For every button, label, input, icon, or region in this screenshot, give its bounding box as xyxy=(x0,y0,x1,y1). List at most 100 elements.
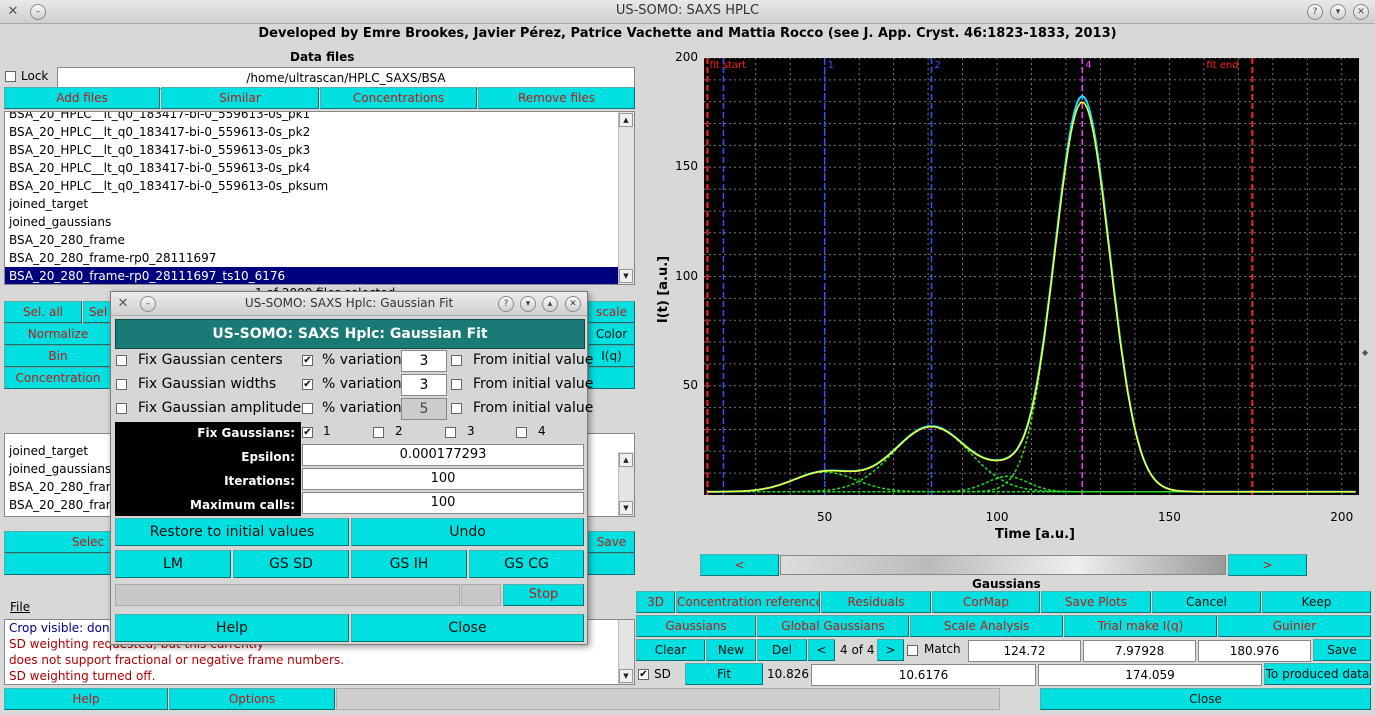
concentration-reference-button[interactable]: Concentration reference xyxy=(676,591,820,613)
next-gaussian-button[interactable]: > xyxy=(1228,554,1307,576)
scroll-up-icon[interactable]: ▲ xyxy=(619,113,633,127)
dialog-help-button[interactable]: Help xyxy=(115,614,349,642)
list-item[interactable]: BSA_20_HPLC__lt_q0_183417-bi-0_559613-0s… xyxy=(9,125,311,139)
add-files-button[interactable]: Add files xyxy=(4,87,160,109)
prev-page-button[interactable]: < xyxy=(808,639,835,661)
select-all-button[interactable]: Sel. all xyxy=(4,301,82,323)
list-item[interactable]: BSA_20_HPLC__lt_q0_183417-bi-0_559613-0s… xyxy=(9,111,311,121)
fit-button[interactable]: Fit xyxy=(685,663,763,685)
iq-button[interactable]: I(q) xyxy=(588,345,635,367)
options-button[interactable]: Options xyxy=(169,688,335,710)
gs-ih-button[interactable]: GS IH xyxy=(351,550,467,578)
next-page-button[interactable]: > xyxy=(877,639,904,661)
concentrations-button[interactable]: Concentrations xyxy=(320,87,477,109)
del-button[interactable]: Del xyxy=(757,639,807,661)
help-button[interactable]: Help xyxy=(4,688,168,710)
list-item[interactable]: BSA_20_280_frame xyxy=(9,233,125,247)
created-files-scrollbar[interactable]: ▲ ▼ xyxy=(618,452,634,516)
gaussians-button[interactable]: Gaussians xyxy=(636,615,756,637)
list-item[interactable]: BSA_20_280_fram xyxy=(9,480,118,494)
sd-checkbox[interactable]: ✔ xyxy=(638,669,649,680)
directory-path-field[interactable]: /home/ultrascan/HPLC_SAXS/BSA xyxy=(57,67,635,89)
widths-from-initial-checkbox[interactable] xyxy=(451,379,462,390)
scroll-down-icon[interactable]: ▼ xyxy=(619,501,633,515)
close-icon[interactable]: ✕ xyxy=(565,296,581,312)
iterations-input[interactable]: 100 xyxy=(302,468,584,490)
fix-amplitudes-checkbox[interactable] xyxy=(116,403,127,414)
save-plots-button[interactable]: Save Plots xyxy=(1041,591,1151,613)
clear-button[interactable]: Clear xyxy=(636,639,705,661)
cancel-button[interactable]: Cancel xyxy=(1152,591,1261,613)
save-gaussians-button[interactable]: Save xyxy=(1313,639,1371,661)
range-start-field[interactable]: 10.6176 xyxy=(811,664,1036,686)
to-produced-data-button[interactable]: To produced data xyxy=(1264,663,1371,685)
help-icon[interactable]: ? xyxy=(498,296,514,312)
gs-sd-button[interactable]: GS SD xyxy=(233,550,349,578)
fix-centers-checkbox[interactable] xyxy=(116,355,127,366)
close-icon[interactable]: ✕ xyxy=(1353,4,1369,20)
created-action-button[interactable] xyxy=(4,553,112,575)
widths-variation-input[interactable]: 3 xyxy=(401,374,447,396)
new-button[interactable]: New xyxy=(706,639,756,661)
centers-variation-checkbox[interactable]: ✔ xyxy=(302,355,313,366)
trial-make-iq-button[interactable]: Trial make I(q) xyxy=(1064,615,1217,637)
data-files-scrollbar[interactable]: ▲ ▼ xyxy=(618,112,634,284)
scroll-up-icon[interactable]: ▲ xyxy=(619,453,633,467)
list-item[interactable]: joined_target xyxy=(9,197,89,211)
guinier-button[interactable]: Guinier xyxy=(1218,615,1371,637)
save-created-button[interactable]: Save xyxy=(588,531,635,553)
window-menu-button[interactable]: – xyxy=(140,296,156,312)
select-partial-button[interactable]: Sel xyxy=(83,301,113,323)
list-item[interactable]: BSA_20_HPLC__lt_q0_183417-bi-0_559613-0s… xyxy=(9,143,311,157)
stop-button[interactable]: Stop xyxy=(503,584,584,606)
list-item[interactable]: joined_gaussians xyxy=(9,215,112,229)
centers-from-initial-checkbox[interactable] xyxy=(451,355,462,366)
scale-analysis-button[interactable]: Scale Analysis xyxy=(910,615,1063,637)
undo-button[interactable]: Undo xyxy=(351,518,584,546)
file-menu[interactable]: File xyxy=(10,600,31,614)
close-main-button[interactable]: Close xyxy=(1040,688,1371,710)
scroll-down-icon[interactable]: ▼ xyxy=(619,669,633,683)
fix-gaussian-1-checkbox[interactable]: ✔ xyxy=(302,427,313,438)
list-item[interactable]: joined_target xyxy=(9,444,89,458)
select-created-button[interactable]: Selec xyxy=(4,531,112,553)
maximize-icon[interactable]: ▴ xyxy=(542,296,558,312)
list-item[interactable]: BSA_20_280_frame-rp0_28111697 xyxy=(9,251,217,265)
center-field[interactable]: 124.72 xyxy=(968,640,1081,662)
window-menu-button[interactable]: – xyxy=(30,4,46,20)
width-field[interactable]: 7.97928 xyxy=(1083,640,1196,662)
data-files-list[interactable]: BSA_20_HPLC__lt_q0_183417-bi-0_559613-0s… xyxy=(4,111,635,285)
remove-files-button[interactable]: Remove files xyxy=(478,87,635,109)
match-checkbox[interactable] xyxy=(907,645,918,656)
restore-initial-values-button[interactable]: Restore to initial values xyxy=(115,518,349,546)
amplitudes-variation-checkbox[interactable] xyxy=(302,403,313,414)
help-icon[interactable]: ? xyxy=(1307,4,1323,20)
global-gaussians-button[interactable]: Global Gaussians xyxy=(757,615,909,637)
fix-gaussian-2-checkbox[interactable] xyxy=(373,427,384,438)
list-item[interactable]: BSA_20_HPLC__lt_q0_183417-bi-0_559613-0s… xyxy=(9,161,311,175)
normalize-button[interactable]: Normalize xyxy=(4,323,112,345)
amplitudes-from-initial-checkbox[interactable] xyxy=(451,403,462,414)
amplitudes-variation-input[interactable]: 5 xyxy=(401,398,447,420)
color-button[interactable]: Color xyxy=(588,323,635,345)
fix-gaussian-4-checkbox[interactable] xyxy=(516,427,527,438)
gaussian-slider[interactable] xyxy=(780,555,1226,575)
lm-button[interactable]: LM xyxy=(115,550,231,578)
dialog-close-button[interactable]: Close xyxy=(351,614,584,642)
list-item[interactable]: joined_gaussians xyxy=(9,462,112,476)
list-item[interactable]: BSA_20_HPLC__lt_q0_183417-bi-0_559613-0s… xyxy=(9,179,329,193)
minimize-icon[interactable]: ▾ xyxy=(520,296,536,312)
residuals-button[interactable]: Residuals xyxy=(821,591,931,613)
max-calls-input[interactable]: 100 xyxy=(302,492,584,514)
cormap-button[interactable]: CorMap xyxy=(932,591,1040,613)
range-end-field[interactable]: 174.059 xyxy=(1038,664,1262,686)
created-action-button-2[interactable] xyxy=(588,553,635,575)
plot-canvas[interactable]: fit start fit end 1 2 4 xyxy=(704,58,1359,495)
list-item[interactable]: BSA_20_280_fram xyxy=(9,498,118,512)
bin-button[interactable]: Bin xyxy=(4,345,112,367)
3d-button[interactable]: 3D xyxy=(636,591,675,613)
widths-variation-checkbox[interactable]: ✔ xyxy=(302,379,313,390)
scroll-down-icon[interactable]: ▼ xyxy=(619,269,633,283)
keep-button[interactable]: Keep xyxy=(1262,591,1371,613)
list-item-selected[interactable]: BSA_20_280_frame-rp0_28111697_ts10_6176 xyxy=(5,267,618,284)
